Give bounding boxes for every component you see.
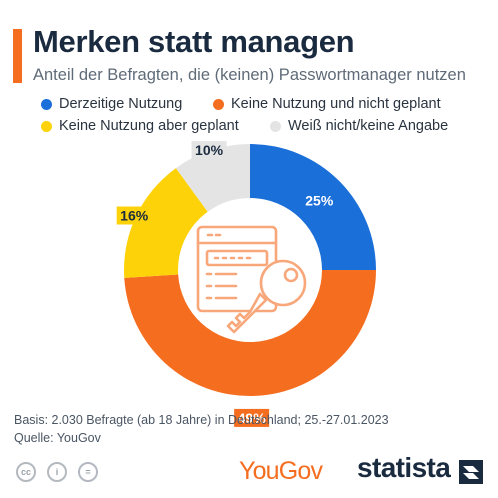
data-label-box — [301, 191, 337, 210]
donut-slice-wei-nicht-keine-angabe — [175, 144, 250, 212]
person-icon[interactable]: i — [47, 462, 67, 482]
legend-swatch — [41, 98, 52, 110]
legend-item-no-use-planned: Keine Nutzung aber geplant — [41, 118, 239, 134]
data-label-text: 49% — [238, 410, 267, 426]
legend-label: Derzeitige Nutzung — [59, 96, 183, 112]
data-label-wei-nicht-keine-angabe: 10% — [191, 141, 227, 160]
data-label-box — [191, 141, 227, 160]
data-label-keine-nutzung-aber-geplant: 16% — [116, 206, 152, 225]
legend-label: Weiß nicht/keine Angabe — [288, 118, 449, 134]
legend-item-current-use: Derzeitige Nutzung — [41, 96, 182, 112]
data-label-box — [234, 408, 270, 427]
equals-icon[interactable]: = — [78, 462, 98, 482]
yougov-logo[interactable]: YouGov — [239, 457, 323, 485]
data-label-keine-nutzung-und-nicht-geplant: 49% — [234, 408, 270, 427]
legend-item-no-use-not-planned: Keine Nutzung und nicht geplant — [213, 96, 441, 112]
title-accent-bar — [13, 29, 22, 83]
legend-swatch — [270, 120, 281, 132]
data-label-derzeitige-nutzung: 25% — [301, 191, 337, 210]
cc-icon[interactable]: cc — [16, 462, 36, 482]
legend-label: Keine Nutzung und nicht geplant — [231, 96, 441, 112]
footer-basis: Basis: 2.030 Befragte (ab 18 Jahre) in D… — [14, 413, 389, 427]
donut-slice-keine-nutzung-und-nicht-geplant — [124, 270, 377, 396]
password-key-icon — [196, 225, 307, 334]
legend-swatch — [41, 120, 52, 132]
data-label-text: 16% — [120, 208, 149, 224]
legend-label: Keine Nutzung aber geplant — [59, 118, 239, 134]
donut-slice-keine-nutzung-aber-geplant — [124, 168, 208, 278]
data-label-text: 10% — [195, 142, 224, 158]
data-label-text: 25% — [305, 193, 334, 209]
legend-swatch — [213, 98, 224, 110]
statista-logo[interactable]: statista — [357, 452, 451, 483]
data-label-box — [116, 206, 152, 225]
page-title: Merken statt managen — [33, 24, 355, 59]
statista-brand-icon — [459, 460, 483, 484]
page-subtitle: Anteil der Befragten, die (keinen) Passw… — [33, 66, 466, 84]
legend-item-dont-know: Weiß nicht/keine Angabe — [270, 118, 448, 134]
footer-source: Quelle: YouGov — [14, 431, 101, 445]
